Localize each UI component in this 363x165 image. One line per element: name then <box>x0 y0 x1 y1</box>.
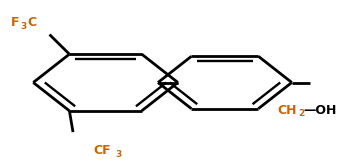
Text: 3: 3 <box>116 150 122 159</box>
Text: F: F <box>11 16 19 29</box>
Text: 2: 2 <box>298 109 304 118</box>
Text: CF: CF <box>93 144 110 157</box>
Text: 3: 3 <box>21 22 27 31</box>
Text: C: C <box>28 16 37 29</box>
Text: CH: CH <box>277 104 297 117</box>
Text: —OH: —OH <box>303 104 337 117</box>
